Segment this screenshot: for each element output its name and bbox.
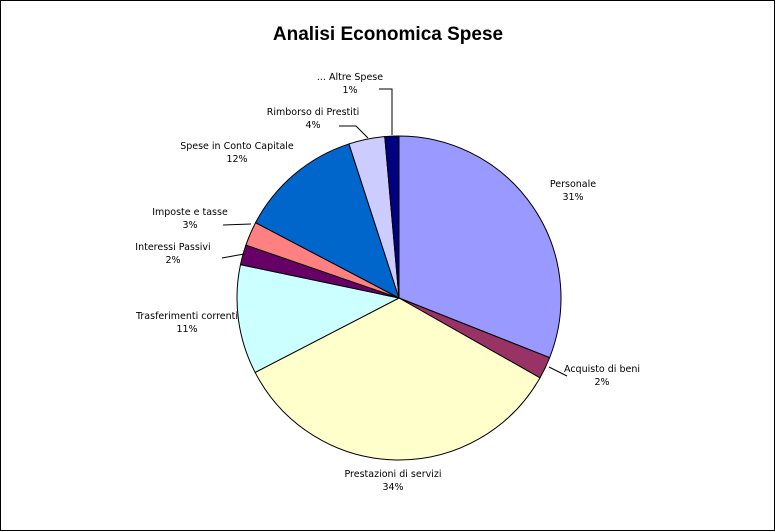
slice-label: ... Altre Spese bbox=[317, 72, 383, 83]
slice-label: Rimborso di Prestiti bbox=[267, 107, 360, 118]
slice-label: Imposte e tasse bbox=[152, 207, 228, 218]
slice-label: Prestazioni di servizi bbox=[345, 469, 442, 480]
slice-percent-label: 12% bbox=[226, 154, 247, 165]
slice-label: Acquisto di beni bbox=[564, 364, 640, 375]
pie-slice bbox=[384, 135, 400, 299]
slice-percent-label: 31% bbox=[562, 192, 583, 203]
slice-percent-label: 11% bbox=[176, 324, 197, 335]
slice-percent-label: 34% bbox=[382, 482, 403, 493]
chart-title: Analisi Economica Spese bbox=[273, 24, 503, 45]
leader-line bbox=[548, 366, 568, 377]
slice-percent-label: 3% bbox=[182, 220, 197, 231]
slice-percent-label: 2% bbox=[594, 377, 609, 388]
leader-line bbox=[339, 125, 369, 139]
slice-percent-label: 4% bbox=[305, 120, 320, 131]
pie-slice bbox=[254, 143, 400, 300]
slice-label: Trasferimenti correnti bbox=[135, 311, 238, 322]
leader-line bbox=[222, 223, 252, 226]
pie-slice bbox=[254, 297, 541, 461]
leader-line bbox=[379, 88, 393, 135]
pie-slice bbox=[236, 264, 401, 374]
slice-label: Personale bbox=[550, 179, 596, 190]
slice-percent-label: 2% bbox=[165, 255, 180, 266]
slice-label: Interessi Passivi bbox=[135, 242, 210, 253]
pie-slice bbox=[398, 135, 562, 359]
slice-label: Spese in Conto Capitale bbox=[180, 141, 294, 152]
slice-percent-label: 1% bbox=[342, 85, 357, 96]
leader-line bbox=[221, 253, 245, 259]
